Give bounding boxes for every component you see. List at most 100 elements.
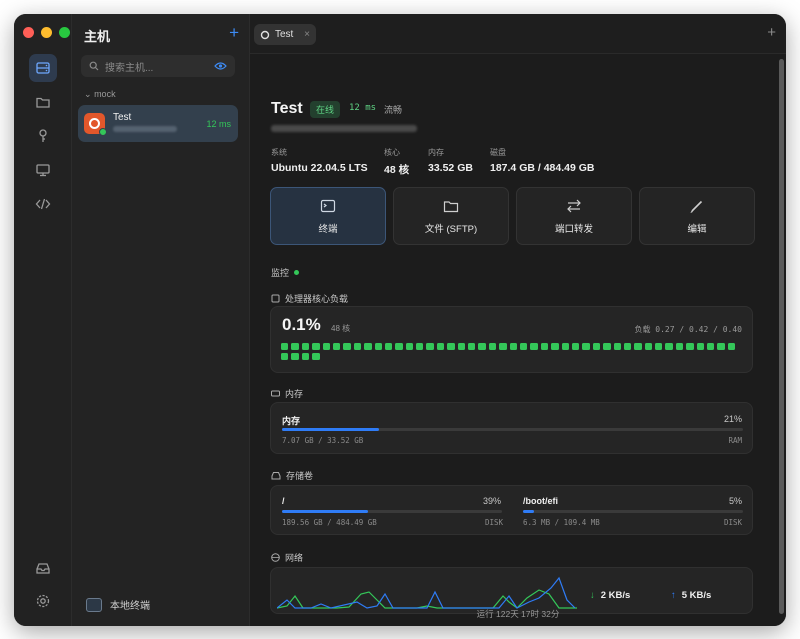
cpu-core-cell bbox=[571, 343, 580, 350]
cpu-percent: 0.1% bbox=[282, 315, 321, 334]
arrow-down-icon: ↓ bbox=[590, 590, 595, 601]
host-name: Test bbox=[113, 112, 132, 123]
sftp-button-label: 文件 (SFTP) bbox=[424, 223, 478, 235]
host-group-label: mock bbox=[94, 89, 116, 99]
cpu-icon bbox=[271, 294, 280, 303]
sftp-button[interactable]: 文件 (SFTP) bbox=[393, 187, 509, 245]
eye-icon[interactable] bbox=[214, 61, 227, 71]
download-rate-value: 2 KB/s bbox=[600, 590, 631, 601]
spec-memory: 内存 33.52 GB bbox=[428, 147, 473, 174]
terminal-button[interactable]: 终端 bbox=[270, 187, 386, 245]
edit-button[interactable]: 编辑 bbox=[639, 187, 755, 245]
rail-inbox-button[interactable] bbox=[29, 554, 57, 582]
cpu-core-cell bbox=[301, 343, 310, 350]
cpu-core-cell bbox=[696, 343, 705, 350]
cpu-core-cell bbox=[603, 343, 611, 350]
cpu-core-cell bbox=[582, 343, 590, 350]
new-tab-button[interactable]: + bbox=[767, 24, 776, 41]
cpu-core-cell bbox=[332, 343, 341, 350]
memory-bar bbox=[282, 428, 743, 431]
close-tab-button[interactable]: × bbox=[304, 29, 310, 40]
network-title: 网络 bbox=[285, 553, 304, 563]
zoom-window-button[interactable] bbox=[59, 27, 70, 38]
port-forward-button[interactable]: 端口转发 bbox=[516, 187, 632, 245]
cpu-core-cell bbox=[312, 353, 320, 360]
cpu-core-cell bbox=[665, 343, 673, 350]
edit-button-label: 编辑 bbox=[687, 223, 707, 235]
local-terminal-label: 本地终端 bbox=[110, 601, 150, 612]
volume-bar bbox=[282, 510, 502, 513]
search-input[interactable]: 搜索主机... bbox=[81, 55, 235, 77]
cpu-core-cell bbox=[436, 343, 445, 350]
rail-keys-button[interactable] bbox=[29, 122, 57, 150]
local-terminal-button[interactable]: 本地终端 bbox=[86, 597, 150, 612]
cpu-core-cell bbox=[364, 343, 372, 350]
cpu-core-cell bbox=[675, 343, 684, 350]
cpu-core-cell bbox=[623, 343, 632, 350]
folder-icon bbox=[36, 97, 50, 108]
spec-label: 系统 bbox=[271, 148, 287, 157]
cpu-core-cell bbox=[509, 343, 517, 350]
host-item-test[interactable]: Test 12 ms bbox=[78, 105, 238, 142]
cpu-core-cell bbox=[686, 343, 694, 350]
upload-line bbox=[277, 576, 576, 609]
host-connection-redacted bbox=[271, 125, 417, 132]
monitor-icon bbox=[36, 164, 50, 177]
download-rate: ↓ 2 KB/s bbox=[590, 590, 630, 601]
volume-percent: 39% bbox=[483, 496, 502, 506]
host-group[interactable]: ⌄ mock bbox=[84, 89, 116, 100]
volume-bar bbox=[523, 510, 743, 513]
rail-files-button[interactable] bbox=[29, 88, 57, 116]
app-window: 主机 + 搜索主机... ⌄ mock Test 12 ms 本地终端 Test… bbox=[14, 14, 786, 626]
add-host-button[interactable]: + bbox=[229, 23, 239, 42]
memory-bar-fill bbox=[282, 428, 379, 431]
online-status-dot bbox=[99, 128, 107, 136]
volume-bar-fill bbox=[282, 510, 368, 513]
memory-title: 内存 bbox=[285, 389, 304, 399]
cpu-core-cell bbox=[488, 343, 497, 350]
arrow-up-icon: ↑ bbox=[671, 590, 676, 601]
host-detail-panel: Test 在线 12 ms 流畅 系统 Ubuntu 22.04.5 LTS 核… bbox=[250, 54, 786, 626]
search-icon bbox=[89, 61, 99, 71]
drive-icon bbox=[271, 472, 281, 480]
cpu-core-cell bbox=[291, 353, 299, 360]
download-line bbox=[277, 589, 577, 609]
memory-tag: RAM bbox=[728, 436, 742, 445]
cpu-core-cell bbox=[707, 343, 715, 350]
cpu-core-cell bbox=[717, 343, 725, 350]
cpu-core-cell bbox=[426, 343, 434, 350]
cpu-core-cell bbox=[405, 343, 414, 350]
tab-test[interactable]: Test × bbox=[254, 24, 316, 45]
cpu-core-cell bbox=[613, 343, 621, 350]
scrollbar[interactable] bbox=[779, 59, 784, 614]
latency-quality: 流畅 bbox=[384, 105, 403, 115]
folder-icon bbox=[443, 200, 459, 212]
rail-settings-button[interactable] bbox=[29, 587, 57, 615]
cpu-core-cell bbox=[551, 343, 559, 350]
cpu-core-cell bbox=[447, 343, 455, 350]
tab-label: Test bbox=[275, 29, 294, 40]
cpu-core-cell bbox=[291, 343, 299, 350]
arrows-icon bbox=[567, 199, 581, 212]
cpu-card: 0.1% 48 核 负载 0.27 / 0.42 / 0.40 bbox=[270, 306, 753, 373]
rail-hosts-button[interactable] bbox=[29, 54, 57, 82]
uptime-text: 运行 122天 17时 32分 bbox=[476, 609, 560, 619]
rail-monitor-button[interactable] bbox=[29, 156, 57, 184]
memory-detail: 7.07 GB / 33.52 GB bbox=[282, 436, 364, 445]
terminal-icon bbox=[86, 597, 102, 612]
host-sidebar: 主机 + 搜索主机... ⌄ mock Test 12 ms 本地终端 bbox=[72, 14, 250, 626]
volume-detail: 6.3 MB / 109.4 MB bbox=[523, 518, 600, 527]
memory-card: 内存 21% 7.07 GB / 33.52 GB RAM bbox=[270, 402, 753, 454]
network-heading: 网络 bbox=[271, 551, 303, 564]
spec-label: 磁盘 bbox=[490, 148, 506, 157]
cpu-core-cell bbox=[353, 343, 362, 350]
storage-title: 存储卷 bbox=[286, 471, 314, 481]
tab-bar: Test × + bbox=[250, 14, 786, 54]
cpu-core-grid bbox=[281, 343, 741, 360]
upload-rate-value: 5 KB/s bbox=[681, 590, 712, 601]
minimize-window-button[interactable] bbox=[41, 27, 52, 38]
rail-snippets-button[interactable] bbox=[29, 190, 57, 218]
action-buttons: 终端 文件 (SFTP) 端口转发 编辑 bbox=[270, 187, 755, 245]
close-window-button[interactable] bbox=[23, 27, 34, 38]
cpu-core-cell bbox=[540, 343, 549, 350]
